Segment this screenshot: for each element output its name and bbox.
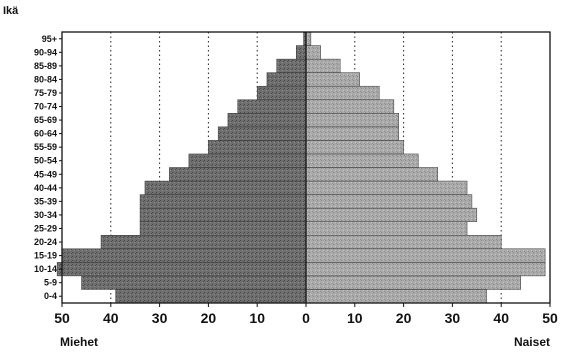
bar-women-95+ [305,31,312,46]
age-label: 65-69 [34,115,57,125]
age-label: 35-39 [34,196,57,206]
bar-women-20-24 [305,235,502,250]
bar-men-0-4 [115,289,307,304]
bar-men-75-79 [256,85,307,100]
bar-women-30-34 [305,207,478,222]
x-tick-label: 20 [201,310,217,326]
bar-men-85-89 [276,58,307,73]
age-label: 90-94 [34,47,57,57]
bar-men-30-34 [139,207,307,222]
bar-women-5-9 [305,275,521,290]
x-tick-label: 0 [302,310,310,326]
x-axis-label-women: Naiset [514,335,550,349]
bar-men-5-9 [81,275,307,290]
age-label: 80-84 [34,74,57,84]
age-label: 45-49 [34,169,57,179]
bar-men-90-94 [295,45,307,60]
age-label: 40-44 [34,183,57,193]
age-label: 55-59 [34,142,57,152]
age-label: 10-14 [34,264,57,274]
bar-men-35-39 [139,194,307,209]
x-tick-label: 30 [445,310,461,326]
age-label: 70-74 [34,102,57,112]
bar-men-25-29 [139,221,307,236]
bar-women-0-4 [305,289,487,304]
age-label: 25-29 [34,223,57,233]
bar-men-10-14 [56,262,307,277]
x-tick-label: 50 [54,310,70,326]
age-label: 5-9 [44,278,57,288]
x-axis-label-men: Miehet [60,335,98,349]
bar-women-50-54 [305,153,419,168]
bar-women-70-74 [305,99,395,114]
y-axis-title: Ikä [3,5,19,17]
bar-women-75-79 [305,85,380,100]
age-label: 20-24 [34,237,57,247]
x-tick-label: 30 [152,310,168,326]
age-label: 95+ [42,34,57,44]
bar-men-65-69 [227,113,307,128]
x-tick-label: 10 [347,310,363,326]
bar-women-45-49 [305,167,439,182]
age-label: 50-54 [34,156,57,166]
bar-women-25-29 [305,221,468,236]
bar-men-55-59 [208,140,307,155]
age-labels: 0-4 5-9 10-14 15-19 20-24 25-29 30-34 35-39 40-4… [34,34,57,301]
bar-men-20-24 [100,235,307,250]
bar-women-10-14 [305,262,546,277]
age-label: 15-19 [34,251,57,261]
bar-women-55-59 [305,140,404,155]
x-tick-label: 40 [493,310,509,326]
age-label: 0-4 [44,291,57,301]
age-label: 30-34 [34,210,57,220]
x-tick-labels: 50 40 30 20 10 0 10 20 30 40 50 [54,310,558,326]
bar-women-65-69 [305,113,399,128]
bar-men-40-44 [144,180,307,195]
bar-women-80-84 [305,72,360,87]
age-label: 75-79 [34,88,57,98]
x-tick-label: 50 [542,310,558,326]
axes [59,31,551,307]
bar-men-80-84 [266,72,307,87]
bar-men-60-64 [217,126,307,141]
bar-men-70-74 [237,99,307,114]
bar-women-40-44 [305,180,468,195]
age-label: 85-89 [34,61,57,71]
x-tick-label: 20 [396,310,412,326]
bar-men-45-49 [169,167,307,182]
bar-women-90-94 [305,45,321,60]
bar-men-15-19 [61,248,307,263]
x-tick-label: 40 [103,310,119,326]
bar-men-50-54 [188,153,307,168]
bar-women-35-39 [305,194,473,209]
bar-women-60-64 [305,126,399,141]
bar-women-85-89 [305,58,341,73]
age-label: 60-64 [34,129,57,139]
x-tick-label: 10 [249,310,265,326]
bars [56,31,546,304]
bar-women-15-19 [305,248,546,263]
